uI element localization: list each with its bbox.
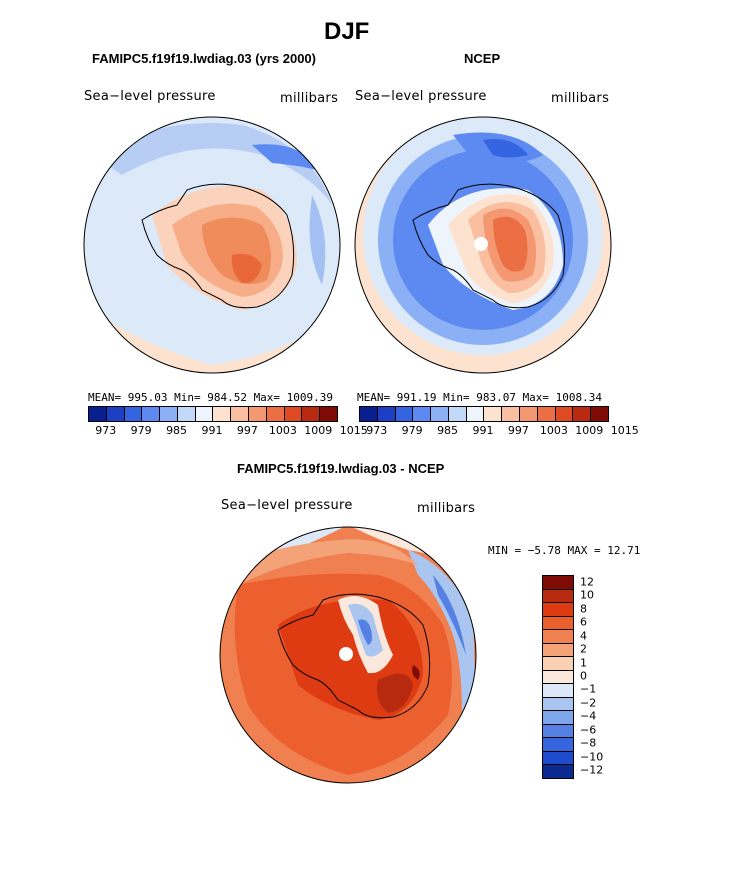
diff-panel-title: FAMIPC5.f19f19.lwdiag.03 - NCEP bbox=[237, 461, 445, 476]
right-units-label: millibars bbox=[551, 91, 610, 106]
colorbar-swatch bbox=[231, 407, 250, 421]
colorbar-tick-label: 1009 bbox=[304, 424, 333, 437]
colorbar-tick-label: −8 bbox=[580, 736, 597, 750]
diff-colorbar-ticks: 12 10 8 6 4 2 1 0 −1 −2 −4 −6 −8 −10 −12 bbox=[580, 575, 620, 777]
colorbar-swatch bbox=[360, 407, 378, 421]
colorbar-swatch bbox=[266, 407, 285, 421]
diff-stats: MIN = −5.78 MAX = 12.71 bbox=[488, 544, 641, 557]
diff-colorbar bbox=[542, 575, 574, 779]
colorbar-tick-label: 973 bbox=[95, 424, 117, 437]
left-stats: MEAN= 995.03 Min= 984.52 Max= 1009.39 bbox=[88, 391, 334, 404]
colorbar-swatch bbox=[520, 407, 538, 421]
colorbar-swatch bbox=[543, 711, 573, 725]
colorbar-swatch bbox=[302, 407, 321, 421]
colorbar-swatch bbox=[573, 407, 592, 421]
colorbar-tick-label: 8 bbox=[580, 602, 587, 616]
colorbar-tick-label: 6 bbox=[580, 615, 587, 629]
left-colorbar bbox=[88, 406, 338, 422]
diff-field-label: Sea−level pressure bbox=[221, 498, 353, 513]
colorbar-swatch bbox=[543, 576, 573, 590]
colorbar-swatch bbox=[106, 407, 125, 421]
colorbar-swatch bbox=[466, 407, 485, 421]
colorbar-swatch bbox=[543, 670, 573, 685]
colorbar-tick-label: −10 bbox=[580, 750, 604, 764]
right-colorbar bbox=[359, 406, 609, 422]
colorbar-swatch bbox=[377, 407, 396, 421]
colorbar-swatch bbox=[543, 751, 573, 766]
colorbar-swatch bbox=[543, 630, 573, 644]
colorbar-swatch bbox=[160, 407, 178, 421]
colorbar-tick-label: 0 bbox=[580, 669, 587, 683]
map-left bbox=[83, 116, 341, 374]
colorbar-tick-label: 12 bbox=[580, 575, 594, 589]
colorbar-tick-label: −6 bbox=[580, 723, 597, 737]
colorbar-tick-label: 1015 bbox=[610, 424, 639, 437]
colorbar-tick-label: 1003 bbox=[268, 424, 297, 437]
colorbar-tick-label: 1009 bbox=[575, 424, 604, 437]
colorbar-swatch bbox=[591, 407, 608, 421]
right-panel-title: NCEP bbox=[464, 51, 501, 66]
colorbar-swatch bbox=[213, 407, 232, 421]
map-right bbox=[354, 116, 612, 374]
colorbar-tick-label: −2 bbox=[580, 696, 597, 710]
colorbar-swatch bbox=[543, 589, 573, 604]
colorbar-tick-label: −12 bbox=[580, 763, 604, 777]
colorbar-swatch bbox=[249, 407, 267, 421]
colorbar-tick-label: −1 bbox=[580, 682, 597, 696]
colorbar-tick-label: 979 bbox=[130, 424, 152, 437]
colorbar-swatch bbox=[543, 657, 573, 671]
colorbar-tick-label: 4 bbox=[580, 629, 587, 643]
colorbar-swatch bbox=[537, 407, 556, 421]
colorbar-tick-label: 2 bbox=[580, 642, 587, 656]
colorbar-tick-label: 997 bbox=[507, 424, 529, 437]
colorbar-swatch bbox=[284, 407, 303, 421]
colorbar-swatch bbox=[543, 724, 573, 739]
colorbar-swatch bbox=[555, 407, 574, 421]
colorbar-swatch bbox=[543, 643, 573, 658]
colorbar-swatch bbox=[543, 603, 573, 617]
colorbar-swatch bbox=[320, 407, 337, 421]
colorbar-tick-label: −4 bbox=[580, 709, 597, 723]
left-panel-title: FAMIPC5.f19f19.lwdiag.03 (yrs 2000) bbox=[92, 51, 316, 66]
diff-units-label: millibars bbox=[417, 501, 476, 516]
colorbar-tick-label: 985 bbox=[166, 424, 188, 437]
colorbar-tick-label: 1015 bbox=[339, 424, 368, 437]
colorbar-swatch bbox=[543, 738, 573, 752]
map-diff bbox=[219, 526, 477, 784]
colorbar-swatch bbox=[543, 697, 573, 712]
colorbar-tick-label: 1 bbox=[580, 656, 587, 670]
left-field-label: Sea−level pressure bbox=[84, 89, 216, 104]
colorbar-swatch bbox=[431, 407, 449, 421]
colorbar-tick-label: 991 bbox=[201, 424, 223, 437]
colorbar-swatch bbox=[195, 407, 214, 421]
colorbar-tick-label: 973 bbox=[366, 424, 388, 437]
colorbar-swatch bbox=[177, 407, 196, 421]
colorbar-swatch bbox=[89, 407, 107, 421]
colorbar-swatch bbox=[413, 407, 432, 421]
colorbar-tick-label: 10 bbox=[580, 588, 594, 602]
colorbar-swatch bbox=[448, 407, 467, 421]
colorbar-tick-label: 985 bbox=[437, 424, 459, 437]
left-units-label: millibars bbox=[280, 91, 339, 106]
colorbar-tick-label: 997 bbox=[236, 424, 258, 437]
colorbar-swatch bbox=[484, 407, 503, 421]
colorbar-swatch bbox=[502, 407, 521, 421]
colorbar-swatch bbox=[395, 407, 414, 421]
colorbar-swatch bbox=[543, 616, 573, 631]
right-field-label: Sea−level pressure bbox=[355, 89, 487, 104]
colorbar-tick-label: 991 bbox=[472, 424, 494, 437]
colorbar-swatch bbox=[543, 684, 573, 698]
colorbar-swatch bbox=[124, 407, 143, 421]
right-stats: MEAN= 991.19 Min= 983.07 Max= 1008.34 bbox=[357, 391, 603, 404]
colorbar-swatch bbox=[543, 765, 573, 778]
colorbar-tick-label: 979 bbox=[401, 424, 423, 437]
colorbar-swatch bbox=[142, 407, 161, 421]
figure-title: DJF bbox=[324, 18, 370, 45]
colorbar-tick-label: 1003 bbox=[539, 424, 568, 437]
